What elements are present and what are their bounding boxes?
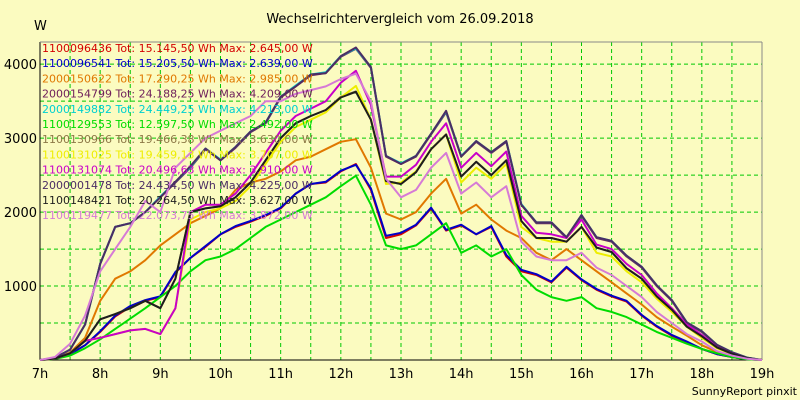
legend-entry-9: 1100131074 Tot: 20.496,63 Wh Max: 3.910,… bbox=[42, 164, 313, 177]
y-tick-label: 3000 bbox=[4, 132, 37, 147]
x-tick-label: 17h bbox=[629, 367, 654, 382]
legend-entry-7: 1100130966 Tot: 19.466,38 Wh Max: 3.630,… bbox=[42, 133, 313, 146]
x-tick-label: 7h bbox=[32, 367, 49, 382]
y-axis-label: W bbox=[34, 19, 47, 34]
legend-entry-12: 1100119477 Tot: 22.073,75 Wh Max: 3.872,… bbox=[42, 209, 313, 222]
footer-credit: SunnyReport pinxit bbox=[692, 385, 798, 398]
x-tick-label: 19h bbox=[750, 367, 775, 382]
grid-lines bbox=[39, 42, 763, 360]
legend-entry-11: 1100148421 Tot: 20.264,50 Wh Max: 3.627,… bbox=[42, 194, 313, 207]
series-line-9 bbox=[39, 69, 763, 361]
legend: 1100096436 Tot: 15.145,50 Wh Max: 2.645,… bbox=[42, 42, 313, 222]
series-line-11 bbox=[39, 90, 763, 361]
series-line-10 bbox=[39, 46, 763, 361]
x-tick-label: 12h bbox=[328, 367, 353, 382]
x-tick-label: 11h bbox=[268, 367, 293, 382]
legend-entry-2: 1100096541 Tot: 15.205,50 Wh Max: 2.639,… bbox=[42, 57, 313, 70]
x-tick-label: 18h bbox=[689, 367, 714, 382]
x-tick-label: 8h bbox=[92, 367, 109, 382]
y-tick-label: 1000 bbox=[4, 280, 37, 295]
chart-title: Wechselrichtervergleich vom 26.09.2018 bbox=[266, 12, 533, 27]
series-lines bbox=[39, 46, 763, 361]
x-tick-label: 14h bbox=[449, 367, 474, 382]
y-tick-label: 2000 bbox=[4, 206, 37, 221]
x-tick-label: 15h bbox=[509, 367, 534, 382]
legend-entry-8: 1100131025 Tot: 19.459,13 Wh Max: 3.707,… bbox=[42, 148, 313, 161]
series-line-6 bbox=[39, 174, 763, 361]
x-tick-label: 9h bbox=[152, 367, 169, 382]
legend-entry-4: 2000154799 Tot: 24.188,25 Wh Max: 4.209,… bbox=[42, 88, 313, 101]
series-line-3 bbox=[39, 138, 763, 361]
x-tick-label: 16h bbox=[569, 367, 594, 382]
legend-entry-5: 2000149882 Tot: 24.449,25 Wh Max: 4.213,… bbox=[42, 103, 313, 116]
x-tick-label: 10h bbox=[208, 367, 233, 382]
y-tick-label: 4000 bbox=[4, 58, 37, 73]
x-tick-label: 13h bbox=[389, 367, 414, 382]
legend-entry-10: 2000001478 Tot: 24.434,50 Wh Max: 4.225,… bbox=[42, 179, 313, 192]
legend-entry-1: 1100096436 Tot: 15.145,50 Wh Max: 2.645,… bbox=[42, 42, 313, 55]
axes bbox=[39, 41, 763, 361]
legend-entry-3: 2000150622 Tot: 17.290,25 Wh Max: 2.985,… bbox=[42, 72, 313, 85]
series-line-12 bbox=[39, 72, 763, 361]
tick-labels: 7h 8h 9h 10h 11h 12h 13h 14h 15h 16h 17h 18h 19h 1000… bbox=[4, 58, 774, 382]
legend-entry-6: 1100129553 Tot: 12.597,50 Wh Max: 2.492,… bbox=[42, 118, 313, 131]
